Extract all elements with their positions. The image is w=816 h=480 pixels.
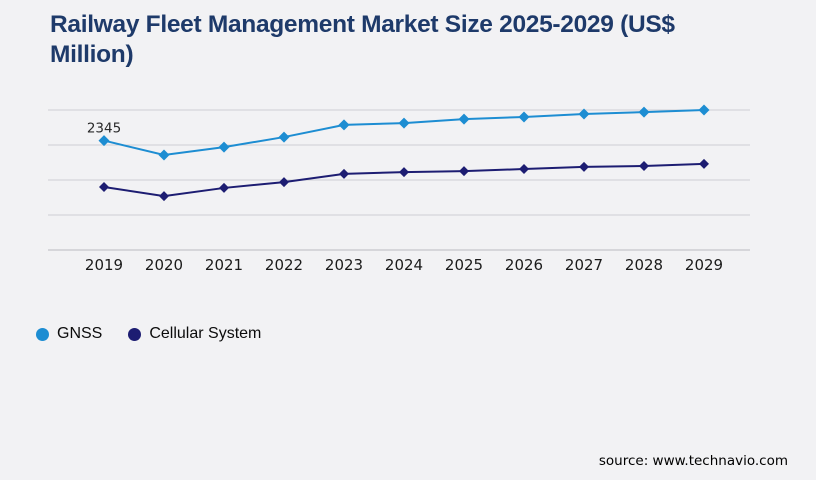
diamond-marker-cellular-system bbox=[579, 161, 589, 172]
x-axis-tick-label: 2026 bbox=[505, 256, 543, 274]
data-point-label: 2345 bbox=[87, 121, 121, 137]
diamond-marker-gnss bbox=[278, 131, 290, 143]
diamond-marker-cellular-system bbox=[699, 158, 709, 169]
legend-item-gnss: GNSS bbox=[36, 325, 102, 343]
chart-legend: GNSS Cellular System bbox=[36, 325, 261, 343]
diamond-marker-gnss bbox=[698, 104, 710, 116]
diamond-marker-cellular-system bbox=[519, 164, 529, 175]
legend-label-gnss: GNSS bbox=[57, 325, 103, 342]
diamond-marker-gnss bbox=[458, 113, 470, 125]
x-axis-tick-label: 2029 bbox=[685, 256, 723, 274]
x-axis-tick-label: 2024 bbox=[385, 256, 423, 274]
source-attribution: source: www.technavio.com bbox=[598, 453, 788, 469]
diamond-marker-cellular-system bbox=[219, 182, 229, 193]
diamond-marker-cellular-system bbox=[459, 166, 469, 177]
diamond-marker-gnss bbox=[638, 106, 650, 118]
diamond-marker-gnss bbox=[518, 111, 530, 123]
x-axis-tick-label: 2028 bbox=[625, 256, 663, 274]
x-axis-tick-label: 2023 bbox=[325, 256, 363, 274]
diamond-marker-cellular-system bbox=[159, 191, 169, 202]
cellular-system-legend-dot-icon bbox=[128, 327, 142, 341]
diamond-marker-gnss bbox=[218, 141, 230, 153]
x-axis-tick-label: 2022 bbox=[265, 256, 303, 274]
x-axis-tick-label: 2019 bbox=[85, 256, 123, 274]
legend-item-cellular-system: Cellular System bbox=[128, 325, 261, 343]
x-axis-tick-label: 2021 bbox=[205, 256, 243, 274]
x-axis-tick-label: 2025 bbox=[445, 256, 483, 274]
legend-label-cellular-system: Cellular System bbox=[149, 325, 262, 342]
diamond-marker-cellular-system bbox=[99, 182, 109, 192]
series-line-gnss bbox=[103, 109, 705, 157]
diamond-marker-gnss bbox=[578, 108, 590, 120]
diamond-marker-gnss bbox=[398, 117, 410, 129]
x-axis-tick-label: 2027 bbox=[565, 256, 603, 274]
diamond-marker-gnss bbox=[158, 149, 170, 161]
diamond-marker-cellular-system bbox=[639, 161, 649, 171]
diamond-marker-gnss bbox=[98, 135, 110, 147]
diamond-marker-cellular-system bbox=[399, 167, 409, 178]
x-axis-tick-label: 2020 bbox=[145, 256, 183, 274]
chart-title: Railway Fleet Management Market Size 202… bbox=[50, 11, 675, 68]
diamond-marker-cellular-system bbox=[339, 168, 349, 179]
gnss-legend-dot-icon bbox=[36, 327, 49, 341]
diamond-marker-cellular-system bbox=[279, 177, 289, 188]
diamond-marker-gnss bbox=[338, 119, 350, 131]
